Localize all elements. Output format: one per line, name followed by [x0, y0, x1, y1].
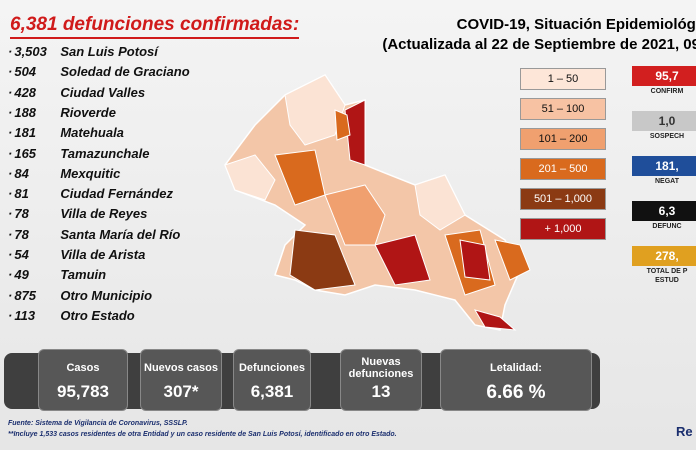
bullet: ·: [8, 165, 13, 181]
corner-text: Re: [676, 424, 693, 439]
count: 188: [14, 104, 37, 120]
bullet: ·: [8, 226, 13, 242]
count: 49: [14, 267, 29, 283]
list-item: · 54 Villa de Arista: [8, 247, 145, 262]
bullet: ·: [8, 267, 13, 283]
place: Ciudad Valles: [60, 84, 146, 100]
stat-box: Letalidad: 6.66 %: [440, 349, 592, 411]
card-value: 181,: [632, 156, 696, 176]
list-item: · 113 Otro Estado: [8, 308, 135, 323]
stat-value: 13: [371, 382, 391, 401]
legend-item: 201 – 500: [520, 158, 606, 180]
legend-item: 1 – 50: [520, 68, 606, 90]
place: Santa María del Río: [60, 226, 181, 242]
place: Tamazunchale: [60, 145, 150, 161]
stat-value: 6,381: [250, 382, 294, 401]
count: 504: [14, 64, 37, 80]
card-label: TOTAL DE P: [646, 268, 688, 275]
list-item: · 165 Tamazunchale: [8, 146, 149, 161]
list-item: · 81 Ciudad Fernández: [8, 186, 173, 201]
stat-label: Casos: [66, 362, 100, 374]
card-label: SOSPECH: [649, 133, 685, 140]
place: Soledad de Graciano: [60, 64, 190, 80]
list-item: · 875 Otro Municipio: [8, 288, 152, 303]
stat-box: Nuevas defunciones 13: [340, 349, 422, 411]
list-item: · 188 Rioverde: [8, 105, 116, 120]
stat-box: Casos 95,783: [38, 349, 128, 411]
footnote: **Incluye 1,533 casos residentes de otra…: [8, 431, 397, 438]
count: 54: [14, 247, 29, 262]
place: Otro Estado: [60, 307, 135, 323]
count: 81: [14, 186, 29, 202]
place: Villa de Reyes: [60, 206, 148, 222]
stat-box: Nuevos casos 307*: [140, 349, 222, 411]
list-item: · 504 Soledad de Graciano: [8, 64, 190, 79]
bullet: ·: [8, 104, 13, 120]
count: 3,503: [14, 44, 47, 59]
count: 78: [14, 206, 29, 222]
count: 428: [14, 84, 37, 100]
stat-label: Nuevos casos: [144, 362, 218, 374]
stat-label: Defunciones: [238, 362, 305, 374]
card-label: ESTUD: [655, 277, 679, 284]
place: Mexquitic: [60, 165, 121, 181]
bullet: ·: [8, 44, 13, 59]
stat-value: 6.66 %: [486, 382, 546, 403]
stat-label: Nuevas defunciones: [348, 356, 414, 380]
stat-value: 307*: [163, 382, 199, 401]
list-item: · 3,503 San Luis Potosí: [8, 44, 158, 59]
report-date: (Actualizada al 22 de Septiembre de 2021…: [382, 36, 696, 53]
place: San Luis Potosí: [60, 44, 158, 59]
map: [224, 74, 531, 331]
report-title: COVID-19, Situación Epidemiológi: [456, 16, 696, 33]
place: Matehuala: [60, 125, 124, 141]
bullet: ·: [8, 125, 13, 141]
bullet: ·: [8, 64, 13, 80]
footnote: Fuente: Sistema de Vigilancia de Coronav…: [8, 420, 188, 427]
list-item: · 49 Tamuin: [8, 267, 106, 282]
count: 181: [14, 125, 37, 141]
bullet: ·: [8, 186, 13, 202]
legend-item: 51 – 100: [520, 98, 606, 120]
legend-item: + 1,000: [520, 218, 606, 240]
stat-box: Defunciones 6,381: [233, 349, 311, 411]
stat-label: Letalidad:: [490, 362, 542, 374]
bullet: ·: [8, 247, 13, 262]
count: 113: [14, 307, 36, 323]
bullet: ·: [8, 307, 13, 323]
bullet: ·: [8, 84, 13, 100]
card-value: 95,7: [632, 66, 696, 86]
card-value: 1,0: [632, 111, 696, 131]
card-value: 278,: [632, 246, 696, 266]
bullet: ·: [8, 145, 13, 161]
list-item: · 78 Villa de Reyes: [8, 206, 147, 221]
card-label: DEFUNC: [652, 223, 682, 230]
list-item: · 78 Santa María del Río: [8, 227, 180, 242]
title: 6,381 defunciones confirmadas:: [10, 14, 300, 39]
card-label: NEGAT: [655, 178, 679, 185]
list-item: · 181 Matehuala: [8, 125, 124, 140]
legend-item: 101 – 200: [520, 128, 606, 150]
card-value: 6,3: [632, 201, 696, 221]
place: Tamuin: [60, 267, 107, 283]
list-item: · 84 Mexquitic: [8, 166, 120, 181]
list-item: · 428 Ciudad Valles: [8, 85, 145, 100]
stat-value: 95,783: [57, 382, 109, 401]
count: 84: [14, 165, 29, 181]
count: 165: [14, 145, 37, 161]
place: Otro Municipio: [60, 287, 153, 303]
place: Villa de Arista: [60, 247, 146, 262]
count: 875: [14, 287, 37, 303]
bullet: ·: [8, 206, 13, 222]
card-label: CONFIRM: [650, 88, 684, 95]
place: Rioverde: [60, 104, 116, 120]
bullet: ·: [8, 287, 13, 303]
place: Ciudad Fernández: [60, 186, 174, 202]
legend-item: 501 – 1,000: [520, 188, 606, 210]
count: 78: [14, 226, 29, 242]
